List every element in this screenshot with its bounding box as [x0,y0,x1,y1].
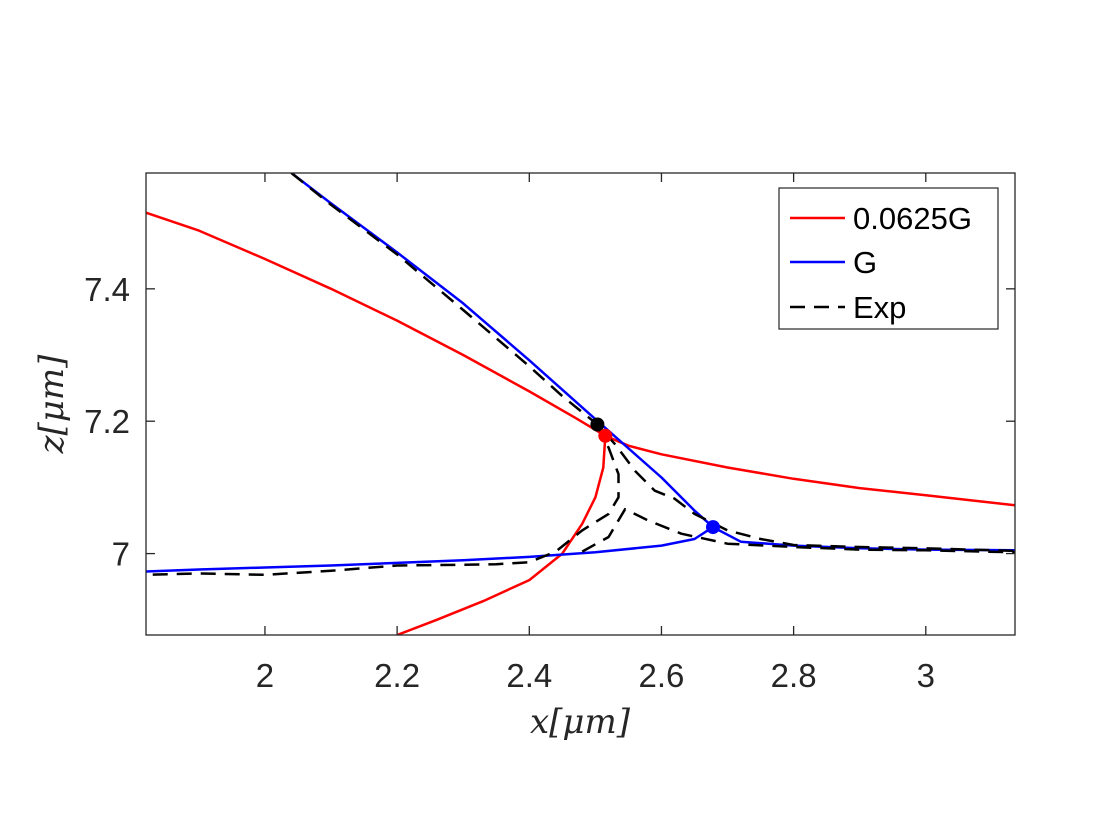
series-line-1-segment-0 [290,173,1015,552]
x-tick-label: 2.6 [639,657,685,694]
legend-box [778,187,999,330]
y-tick-label: 7 [112,536,130,573]
legend-label-1: G [853,245,877,280]
series-line-1-segment-1 [146,526,714,573]
x-tick-label: 2 [256,657,274,694]
y-axis-label: z[μm] [32,354,72,455]
y-tick-label: 7.4 [84,271,130,308]
x-tick-label: 2.4 [506,657,552,694]
legend: 0.0625G G Exp [778,187,999,330]
point-marker-2 [706,520,720,535]
x-tick-label: 2.2 [374,657,420,694]
series-line-2-segment-0 [290,173,1015,553]
series-line-2-segment-1 [146,423,620,577]
series-line-0-segment-0 [146,211,1015,507]
x-tick-label: 3 [917,657,935,694]
legend-label-0: 0.0625G [853,201,972,236]
point-marker-0 [590,417,605,432]
series-layer [146,173,1015,635]
x-tick-label: 2.8 [771,657,817,694]
tick-layer: 2 2.2 2.4 2.6 2.8 3 7 7.2 7.4 [84,173,1015,694]
series-line-2-segment-2 [581,507,1015,554]
point-marker-1 [598,428,613,443]
x-axis-label: x[μm] [530,702,631,742]
marker-layer [590,417,720,535]
y-tick-label: 7.2 [84,403,130,440]
plot-frame [145,172,1016,636]
legend-label-2: Exp [853,290,906,325]
